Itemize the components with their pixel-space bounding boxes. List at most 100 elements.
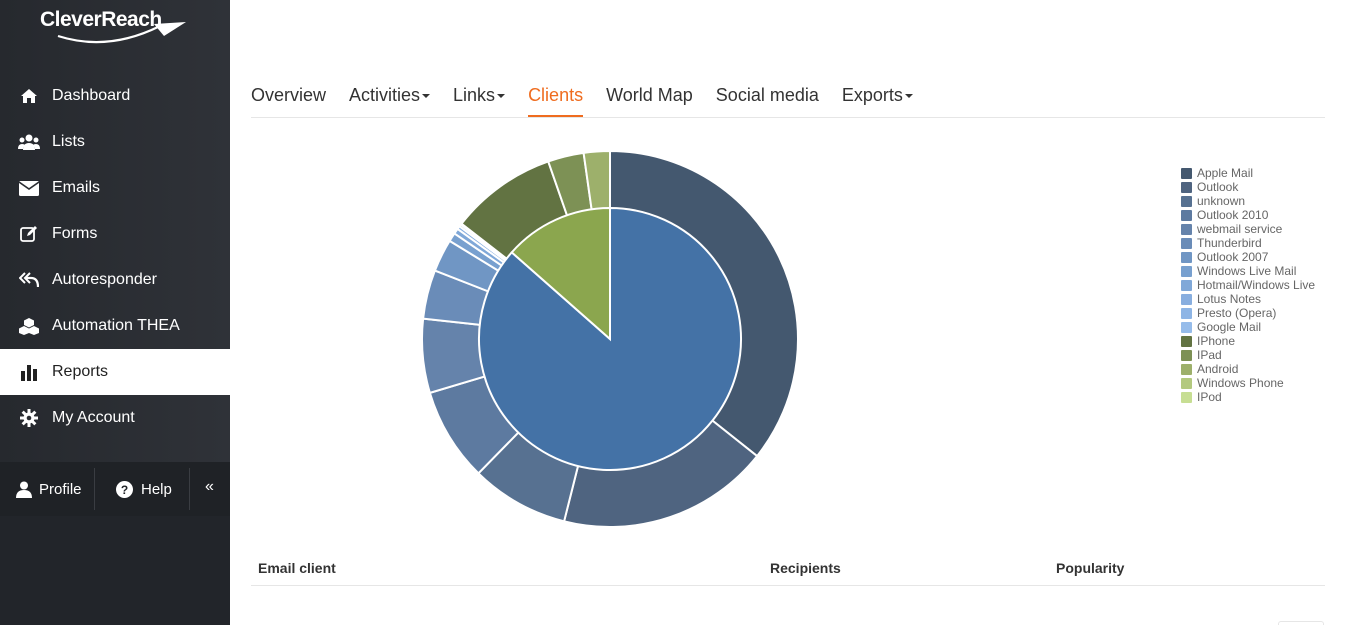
tab-activities[interactable]: Activities bbox=[349, 83, 431, 117]
legend-label: Apple Mail bbox=[1197, 166, 1254, 180]
legend-item[interactable]: Outlook 2007 bbox=[1181, 250, 1315, 264]
tab-label: World Map bbox=[606, 85, 693, 105]
legend-item[interactable]: Google Mail bbox=[1181, 320, 1315, 334]
legend-swatch bbox=[1181, 167, 1192, 179]
legend-swatch bbox=[1181, 391, 1192, 403]
sidebar-item-my-account[interactable]: My Account bbox=[0, 395, 230, 441]
legend-item[interactable]: unknown bbox=[1181, 194, 1315, 208]
email-client-donut-chart bbox=[421, 149, 799, 528]
legend-swatch bbox=[1181, 265, 1192, 277]
user-icon bbox=[16, 481, 32, 498]
divider bbox=[189, 468, 190, 510]
tab-overview[interactable]: Overview bbox=[251, 83, 326, 117]
legend-label: Android bbox=[1197, 362, 1239, 376]
legend-item[interactable]: Lotus Notes bbox=[1181, 292, 1315, 306]
legend-swatch bbox=[1181, 335, 1192, 347]
help-button[interactable]: ? Help bbox=[116, 462, 172, 516]
legend-label: Windows Live Mail bbox=[1197, 264, 1297, 278]
legend-swatch bbox=[1181, 363, 1192, 375]
legend-label: Google Mail bbox=[1197, 320, 1262, 334]
column-header-popularity[interactable]: Popularity bbox=[1056, 560, 1125, 576]
chart-legend: Apple Mail Outlook unknown Outlook 2010 webm… bbox=[1181, 166, 1315, 404]
legend-swatch bbox=[1181, 279, 1192, 291]
legend-label: Thunderbird bbox=[1197, 236, 1262, 250]
sidebar-item-automation-thea[interactable]: Automation THEA bbox=[0, 303, 230, 349]
tab-clients[interactable]: Clients bbox=[528, 83, 584, 117]
legend-item[interactable]: Outlook bbox=[1181, 180, 1315, 194]
caret-down-icon bbox=[497, 94, 506, 99]
clients-table-header: Email client Recipients Popularity bbox=[251, 556, 1325, 586]
sidebar-item-forms[interactable]: Forms bbox=[0, 211, 230, 257]
tab-social-media[interactable]: Social media bbox=[716, 83, 819, 117]
tab-label: Clients bbox=[528, 85, 584, 105]
legend-label: IPad bbox=[1197, 348, 1222, 362]
gear-icon bbox=[18, 408, 40, 428]
legend-item[interactable]: webmail service bbox=[1181, 222, 1315, 236]
legend-item[interactable]: Outlook 2010 bbox=[1181, 208, 1315, 222]
sidebar-item-autoresponder[interactable]: Autoresponder bbox=[0, 257, 230, 303]
legend-item[interactable]: IPhone bbox=[1181, 334, 1315, 348]
bar-chart-icon bbox=[18, 362, 40, 382]
inner-slice-mobile[interactable] bbox=[510, 206, 611, 342]
legend-item[interactable]: IPod bbox=[1181, 390, 1315, 404]
sidebar-item-label: Automation THEA bbox=[52, 317, 180, 334]
legend-swatch bbox=[1181, 237, 1192, 249]
tab-label: Social media bbox=[715, 85, 819, 105]
profile-button[interactable]: Profile bbox=[16, 462, 82, 516]
legend-item[interactable]: Hotmail/Windows Live bbox=[1181, 278, 1315, 292]
legend-swatch bbox=[1181, 251, 1192, 263]
svg-text:?: ? bbox=[121, 483, 128, 497]
legend-item[interactable]: Android bbox=[1181, 362, 1315, 376]
legend-label: IPod bbox=[1197, 390, 1222, 404]
sidebar-footer: Profile ? Help « bbox=[0, 462, 230, 516]
sidebar-item-emails[interactable]: Emails bbox=[0, 165, 230, 211]
logo-text: CleverReach bbox=[40, 8, 162, 31]
legend-item[interactable]: Windows Phone bbox=[1181, 376, 1315, 390]
envelope-icon bbox=[18, 178, 40, 198]
collapse-sidebar-button[interactable]: « bbox=[205, 460, 214, 514]
home-icon bbox=[18, 86, 40, 106]
legend-item[interactable]: Presto (Opera) bbox=[1181, 306, 1315, 320]
sidebar-item-reports[interactable]: Reports bbox=[0, 349, 230, 395]
sidebar-item-label: Lists bbox=[52, 133, 85, 150]
pagination-control[interactable] bbox=[1278, 621, 1324, 625]
legend-swatch bbox=[1181, 209, 1192, 221]
column-header-recipients[interactable]: Recipients bbox=[770, 560, 841, 576]
legend-swatch bbox=[1181, 293, 1192, 305]
reply-all-icon bbox=[18, 270, 40, 290]
caret-down-icon bbox=[422, 94, 431, 99]
sidebar: CleverReach Dashboard Lists Emails bbox=[0, 0, 230, 625]
legend-swatch bbox=[1181, 377, 1192, 389]
logo[interactable]: CleverReach bbox=[40, 8, 186, 44]
sidebar-item-dashboard[interactable]: Dashboard bbox=[0, 73, 230, 119]
legend-label: Outlook 2010 bbox=[1197, 208, 1269, 222]
legend-label: Hotmail/Windows Live bbox=[1197, 278, 1316, 292]
legend-swatch bbox=[1181, 349, 1192, 361]
legend-item[interactable]: IPad bbox=[1181, 348, 1315, 362]
legend-swatch bbox=[1181, 181, 1192, 193]
tab-links[interactable]: Links bbox=[453, 83, 506, 117]
legend-swatch bbox=[1181, 195, 1192, 207]
legend-item[interactable]: Apple Mail bbox=[1181, 166, 1315, 180]
tab-exports[interactable]: Exports bbox=[842, 83, 913, 117]
sidebar-item-label: Autoresponder bbox=[52, 271, 157, 288]
tab-label: Exports bbox=[841, 85, 903, 105]
inner-slice-desktop-webmail[interactable] bbox=[478, 206, 742, 471]
caret-down-icon bbox=[904, 94, 913, 99]
column-header-email-client[interactable]: Email client bbox=[258, 560, 336, 576]
tab-world-map[interactable]: World Map bbox=[606, 83, 693, 117]
sidebar-item-label: Dashboard bbox=[52, 87, 131, 104]
legend-swatch bbox=[1181, 307, 1192, 319]
sidebar-item-label: Reports bbox=[52, 363, 109, 380]
users-icon bbox=[18, 132, 40, 152]
legend-label: webmail service bbox=[1197, 222, 1283, 236]
legend-item[interactable]: Windows Live Mail bbox=[1181, 264, 1315, 278]
legend-swatch bbox=[1181, 321, 1192, 333]
edit-icon bbox=[18, 224, 40, 244]
sidebar-item-lists[interactable]: Lists bbox=[0, 119, 230, 165]
sidebar-empty-area bbox=[0, 516, 230, 625]
tab-label: Overview bbox=[251, 85, 327, 105]
legend-item[interactable]: Thunderbird bbox=[1181, 236, 1315, 250]
legend-label: IPhone bbox=[1197, 334, 1236, 348]
legend-label: Outlook bbox=[1197, 180, 1239, 194]
